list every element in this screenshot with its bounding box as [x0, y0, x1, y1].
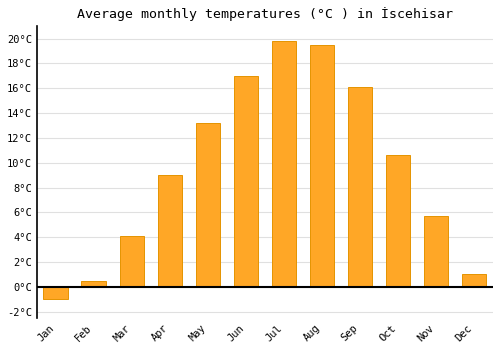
Bar: [386, 155, 410, 287]
Bar: [44, 287, 68, 299]
Bar: [82, 281, 106, 287]
Bar: [234, 76, 258, 287]
Bar: [348, 87, 372, 287]
Bar: [158, 175, 182, 287]
Bar: [462, 274, 486, 287]
Title: Average monthly temperatures (°C ) in İscehisar: Average monthly temperatures (°C ) in İs…: [77, 7, 453, 21]
Bar: [310, 45, 334, 287]
Bar: [196, 123, 220, 287]
Bar: [120, 236, 144, 287]
Bar: [272, 41, 296, 287]
Bar: [424, 216, 448, 287]
